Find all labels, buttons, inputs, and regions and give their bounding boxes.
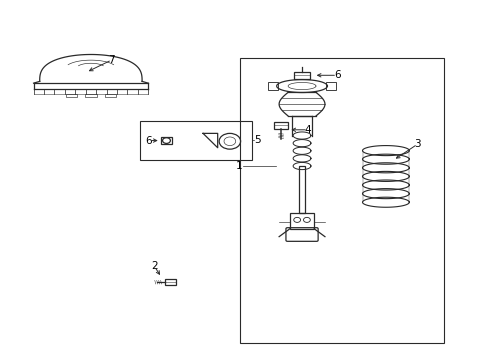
Text: 1: 1 (235, 161, 242, 171)
Text: 6: 6 (333, 70, 340, 80)
Text: 2: 2 (151, 261, 157, 271)
Text: 4: 4 (304, 125, 310, 135)
Bar (104, 94, 116, 97)
Bar (85, 94, 97, 97)
Text: 6: 6 (145, 136, 152, 145)
Text: 3: 3 (413, 139, 420, 149)
Text: 5: 5 (254, 135, 260, 145)
Bar (65, 94, 77, 97)
Bar (298, 166, 305, 213)
Bar (326, 82, 335, 90)
Bar (239, 58, 444, 343)
Bar (140, 121, 251, 160)
Bar (267, 82, 277, 90)
Text: 7: 7 (108, 55, 115, 65)
Bar (289, 213, 314, 229)
